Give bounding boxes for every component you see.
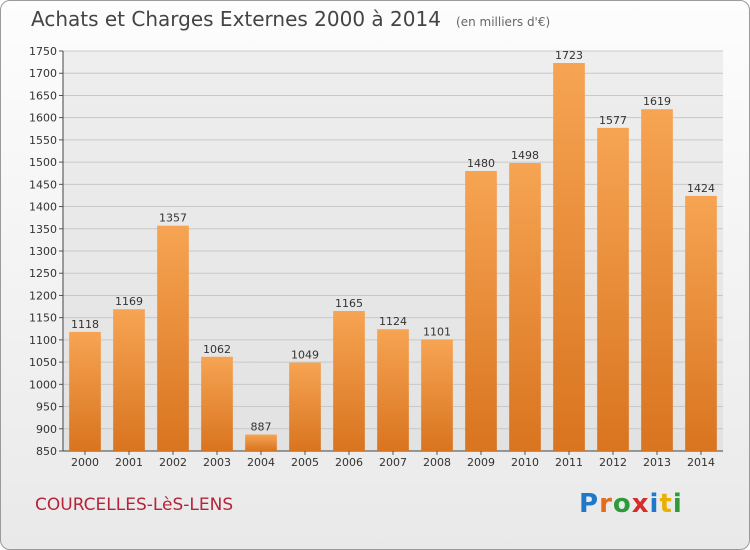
bar-2013 xyxy=(641,109,673,451)
x-tick-label: 2002 xyxy=(159,456,187,469)
y-tick-label: 900 xyxy=(36,423,57,436)
bar-2005 xyxy=(289,362,321,451)
data-label: 1101 xyxy=(423,325,451,338)
data-label: 1357 xyxy=(159,212,187,225)
y-tick-label: 1550 xyxy=(29,134,57,147)
x-tick-label: 2007 xyxy=(379,456,407,469)
data-label: 1124 xyxy=(379,315,407,328)
y-tick-label: 1150 xyxy=(29,312,57,325)
bar-2006 xyxy=(333,311,365,451)
y-tick-label: 1500 xyxy=(29,156,57,169)
data-label: 1723 xyxy=(555,49,583,62)
logo-letter: i xyxy=(649,489,660,519)
data-label: 1480 xyxy=(467,157,495,170)
x-tick-label: 2006 xyxy=(335,456,363,469)
x-tick-label: 2004 xyxy=(247,456,275,469)
chart-title-block: Achats et Charges Externes 2000 à 2014 (… xyxy=(31,7,550,31)
y-tick-label: 1100 xyxy=(29,334,57,347)
y-tick-label: 850 xyxy=(36,445,57,458)
data-label: 887 xyxy=(251,421,272,434)
logo-letter: x xyxy=(631,489,650,519)
x-tick-label: 2011 xyxy=(555,456,583,469)
y-tick-label: 1700 xyxy=(29,67,57,80)
y-tick-label: 950 xyxy=(36,401,57,414)
x-tick-label: 2013 xyxy=(643,456,671,469)
data-label: 1118 xyxy=(71,318,99,331)
data-label: 1424 xyxy=(687,182,715,195)
logo-letter: t xyxy=(659,489,673,519)
city-name: COURCELLES-LèS-LENS xyxy=(35,495,234,515)
x-tick-label: 2003 xyxy=(203,456,231,469)
x-tick-label: 2000 xyxy=(71,456,99,469)
bar-2010 xyxy=(509,163,541,451)
logo-letter: r xyxy=(599,489,613,519)
bar-2014 xyxy=(685,195,717,451)
x-tick-label: 2005 xyxy=(291,456,319,469)
bar-2007 xyxy=(377,329,409,451)
y-tick-label: 1400 xyxy=(29,201,57,214)
data-label: 1049 xyxy=(291,349,319,362)
bar-2008 xyxy=(421,339,453,451)
logo-letter: i xyxy=(672,489,683,519)
y-tick-label: 1450 xyxy=(29,178,57,191)
data-label: 1498 xyxy=(511,149,539,162)
data-label: 1165 xyxy=(335,297,363,310)
logo-letter: P xyxy=(579,489,600,519)
x-tick-label: 2001 xyxy=(115,456,143,469)
x-tick-label: 2012 xyxy=(599,456,627,469)
logo-letter: o xyxy=(612,489,632,519)
bar-2003 xyxy=(201,356,233,451)
y-tick-label: 1250 xyxy=(29,267,57,280)
x-tick-label: 2010 xyxy=(511,456,539,469)
chart-title: Achats et Charges Externes 2000 à 2014 xyxy=(31,7,441,31)
bar-2004 xyxy=(245,434,277,451)
y-tick-label: 1300 xyxy=(29,245,57,258)
data-label: 1169 xyxy=(115,295,143,308)
y-tick-label: 1350 xyxy=(29,223,57,236)
y-tick-label: 1750 xyxy=(29,45,57,58)
chart-subtitle: (en milliers d'€) xyxy=(456,15,551,29)
data-label: 1577 xyxy=(599,114,627,127)
y-tick-label: 1650 xyxy=(29,89,57,102)
bar-2012 xyxy=(597,127,629,451)
y-tick-label: 1600 xyxy=(29,112,57,125)
y-tick-label: 1000 xyxy=(29,378,57,391)
proxiti-logo: Proxiti xyxy=(579,489,683,519)
bar-2000 xyxy=(69,331,101,451)
y-tick-label: 1200 xyxy=(29,289,57,302)
x-tick-label: 2009 xyxy=(467,456,495,469)
data-label: 1619 xyxy=(643,95,671,108)
bar-2009 xyxy=(465,171,497,451)
bar-2001 xyxy=(113,309,145,451)
data-label: 1062 xyxy=(203,343,231,356)
bar-2002 xyxy=(157,225,189,451)
x-tick-label: 2008 xyxy=(423,456,451,469)
y-tick-label: 1050 xyxy=(29,356,57,369)
bar-2011 xyxy=(553,63,585,451)
x-tick-label: 2014 xyxy=(687,456,715,469)
